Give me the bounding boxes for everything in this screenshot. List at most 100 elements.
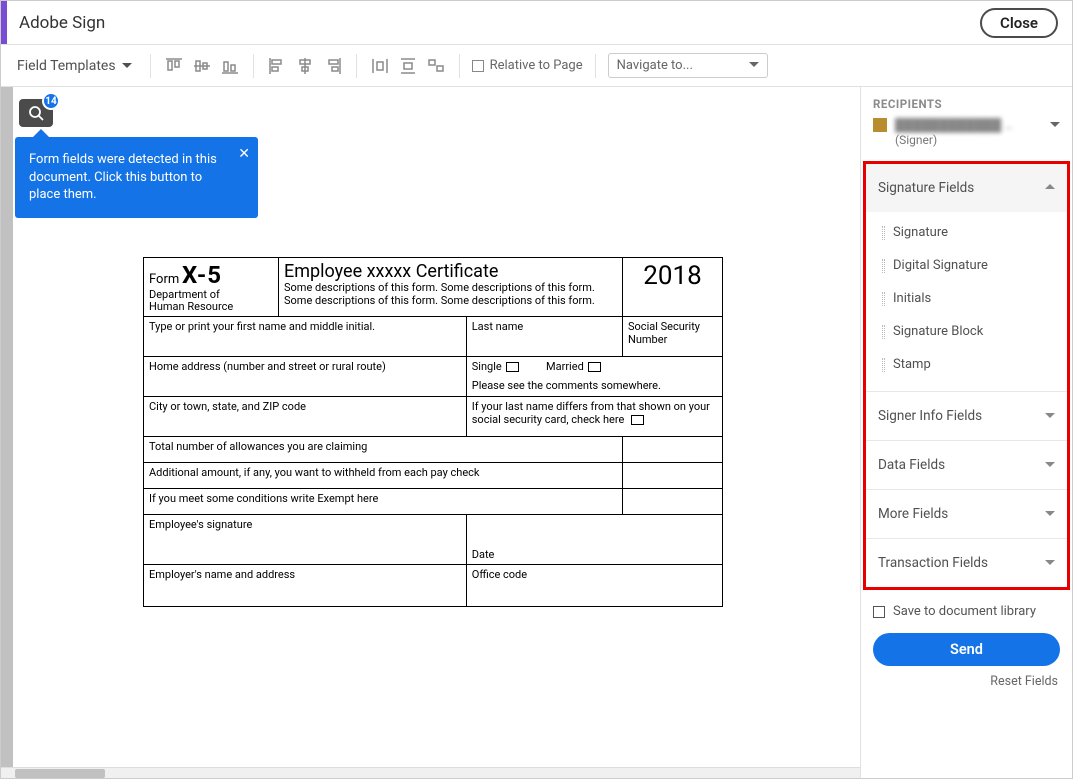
checkbox-single[interactable]: [506, 362, 519, 372]
accordion-transaction-fields[interactable]: Transaction Fields: [866, 538, 1067, 587]
label-address: Home address (number and street or rural…: [144, 357, 467, 397]
accordion-title: More Fields: [878, 506, 948, 522]
separator: [356, 54, 357, 78]
lastname-note: If your last name differs from that show…: [472, 400, 710, 426]
page-surface[interactable]: 14 Form fields were detected in this doc…: [13, 87, 860, 767]
comments-note: Please see the comments somewhere.: [472, 379, 717, 392]
recipients-section: RECIPIENTS ████████████ … (Signer): [861, 87, 1072, 153]
chevron-up-icon: [1045, 180, 1055, 196]
field-digital-signature[interactable]: Digital Signature: [866, 249, 1067, 282]
align-top-icon[interactable]: [163, 55, 185, 77]
accordion-signature-fields[interactable]: Signature Fields: [866, 164, 1067, 212]
field-label: Initials: [893, 291, 931, 306]
label-date: Date: [466, 515, 722, 565]
certificate-title: Employee xxxxx Certificate: [284, 261, 617, 282]
checkbox-married[interactable]: [588, 362, 601, 372]
save-to-library-toggle[interactable]: Save to document library: [861, 594, 1072, 623]
label-additional: Additional amount, if any, you want to w…: [144, 463, 623, 489]
recipients-title: RECIPIENTS: [873, 97, 1060, 111]
detect-count-badge: 14: [42, 92, 60, 110]
field-stamp[interactable]: Stamp: [866, 348, 1067, 381]
horizontal-scrollbar[interactable]: [1, 767, 860, 778]
align-hcenter-icon[interactable]: [294, 55, 316, 77]
field-label: Signature: [893, 225, 948, 240]
field-signature-block[interactable]: Signature Block: [866, 315, 1067, 348]
label-single: Single: [472, 360, 502, 373]
toolbar: Field Templates Relative to Page Navigat…: [1, 45, 1072, 87]
scrollbar-thumb[interactable]: [15, 769, 105, 778]
app-title: Adobe Sign: [7, 13, 980, 33]
accordion-title: Data Fields: [878, 457, 945, 473]
navigate-to-dropdown[interactable]: Navigate to...: [608, 53, 768, 78]
navigate-to-label: Navigate to...: [617, 58, 693, 73]
form-label: Form: [149, 272, 179, 287]
form-number: X-5: [182, 261, 222, 289]
accordion-title: Signature Fields: [878, 180, 974, 196]
relative-to-page-toggle[interactable]: Relative to Page: [472, 58, 583, 73]
field-label: Signature Block: [893, 324, 983, 339]
detect-tooltip: Form fields were detected in this docume…: [15, 137, 258, 218]
detect-fields-button[interactable]: 14: [19, 99, 53, 127]
accordion-title: Signer Info Fields: [878, 408, 982, 424]
form-document: Form X-5 Department of Human Resource Em…: [143, 257, 723, 607]
recipient-row[interactable]: ████████████ …: [873, 117, 1060, 133]
right-panel: RECIPIENTS ████████████ … (Signer) Signa…: [860, 87, 1072, 778]
checkbox-icon: [873, 606, 885, 618]
align-left-icon[interactable]: [266, 55, 288, 77]
chevron-down-icon: [1045, 506, 1055, 522]
distribute-h-icon[interactable]: [369, 55, 391, 77]
close-icon[interactable]: ✕: [238, 145, 250, 164]
field-templates-label: Field Templates: [17, 58, 116, 74]
separator: [253, 54, 254, 78]
app-root: Adobe Sign Close Field Templates Relativ…: [0, 0, 1073, 779]
match-size-icon[interactable]: [425, 55, 447, 77]
main-area: 14 Form fields were detected in this doc…: [1, 87, 1072, 778]
save-to-library-label: Save to document library: [893, 604, 1036, 619]
separator: [150, 54, 151, 78]
accordion-more-fields[interactable]: More Fields: [866, 489, 1067, 538]
label-city: City or town, state, and ZIP code: [144, 397, 467, 437]
label-allowances: Total number of allowances you are claim…: [144, 437, 623, 463]
grip-icon: [882, 325, 885, 339]
field-templates-dropdown[interactable]: Field Templates: [11, 54, 138, 78]
chevron-down-icon: [1045, 408, 1055, 424]
form-year: 2018: [628, 261, 717, 291]
label-office-code: Office code: [466, 565, 722, 607]
align-vmiddle-icon[interactable]: [191, 55, 213, 77]
align-right-icon[interactable]: [322, 55, 344, 77]
send-button[interactable]: Send: [873, 633, 1060, 666]
field-label: Digital Signature: [893, 258, 988, 273]
relative-to-page-label: Relative to Page: [490, 58, 583, 73]
chevron-down-icon: [1045, 555, 1055, 571]
label-lastname: Last name: [466, 317, 622, 357]
distribute-v-icon[interactable]: [397, 55, 419, 77]
close-button[interactable]: Close: [980, 8, 1058, 38]
separator: [595, 54, 596, 78]
signature-fields-list: Signature Digital Signature Initials Sig…: [866, 212, 1067, 391]
accordion-title: Transaction Fields: [878, 555, 988, 571]
label-married: Married: [546, 360, 584, 373]
align-bottom-icon[interactable]: [219, 55, 241, 77]
grip-icon: [882, 292, 885, 306]
accordion-data-fields[interactable]: Data Fields: [866, 440, 1067, 489]
certificate-desc: Some descriptions of this form. Some des…: [284, 282, 617, 307]
department-line2: Human Resource: [149, 301, 273, 313]
chevron-down-icon[interactable]: [1050, 117, 1060, 133]
grip-icon: [882, 259, 885, 273]
label-signature: Employee's signature: [144, 515, 467, 565]
document-canvas: 14 Form fields were detected in this doc…: [1, 87, 860, 778]
label-employer: Employer's name and address: [144, 565, 467, 607]
recipient-color-swatch: [873, 118, 887, 132]
separator: [459, 54, 460, 78]
field-signature[interactable]: Signature: [866, 216, 1067, 249]
checkbox-lastname-diff[interactable]: [631, 415, 644, 425]
accordion-signer-info-fields[interactable]: Signer Info Fields: [866, 391, 1067, 440]
chevron-down-icon: [1045, 457, 1055, 473]
reset-fields-link[interactable]: Reset Fields: [861, 670, 1072, 697]
label-ssn: Social Security Number: [623, 317, 723, 357]
label-exempt: If you meet some conditions write Exempt…: [144, 489, 623, 515]
fields-accordion-highlight: Signature Fields Signature Digital Signa…: [863, 161, 1070, 590]
grip-icon: [882, 358, 885, 372]
field-label: Stamp: [893, 357, 931, 372]
field-initials[interactable]: Initials: [866, 282, 1067, 315]
